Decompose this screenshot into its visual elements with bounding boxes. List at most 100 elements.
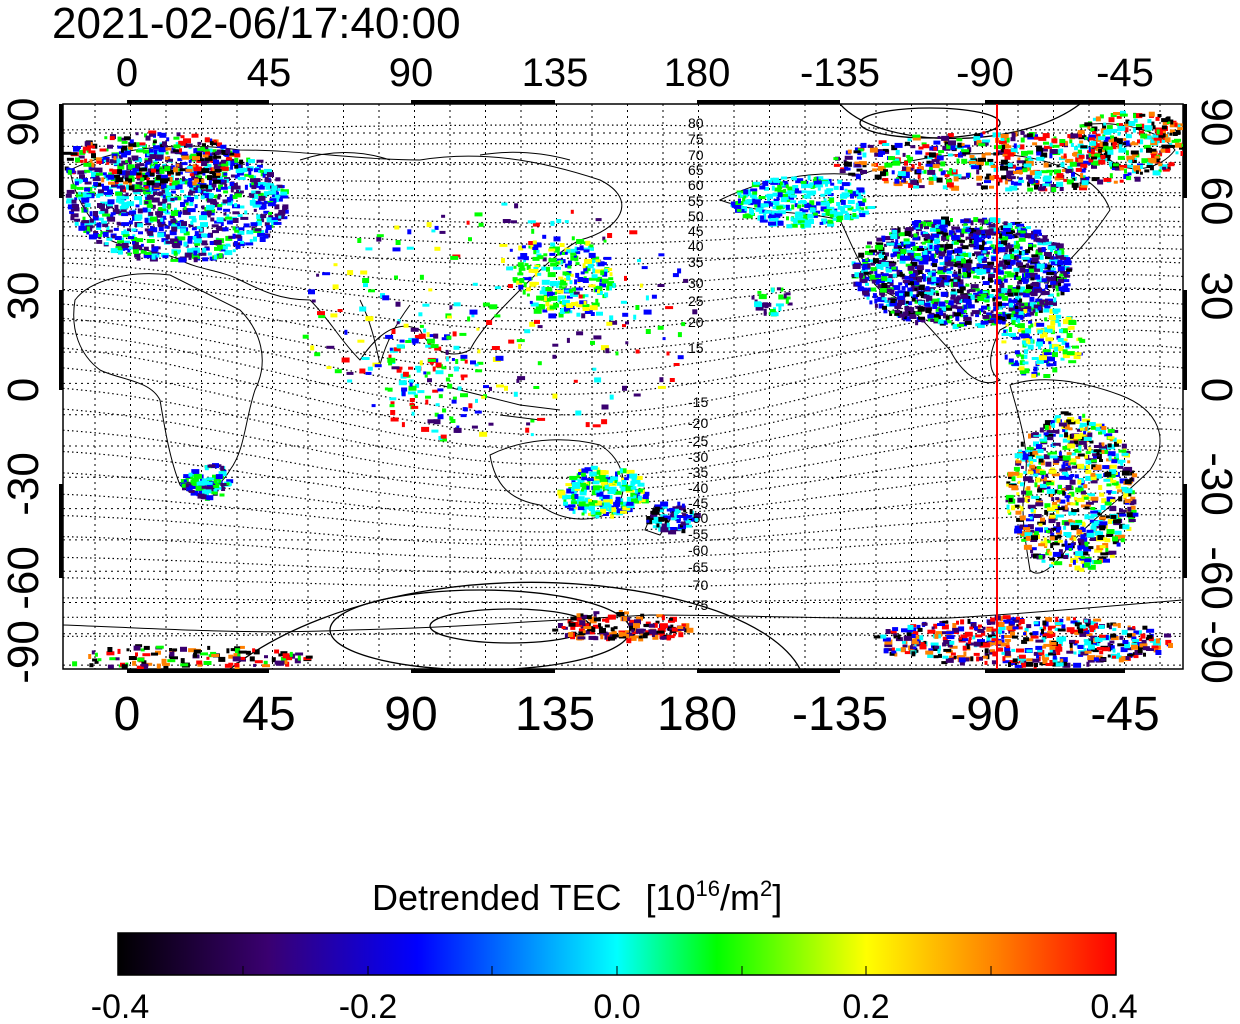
tec-point [592, 256, 600, 262]
tec-point [803, 214, 809, 220]
tec-point [138, 231, 143, 235]
tec-point [102, 156, 110, 160]
tec-point [996, 276, 1002, 280]
tec-point [221, 161, 229, 167]
tec-point [210, 217, 215, 222]
tec-point [677, 517, 681, 521]
tec-point [1035, 134, 1038, 138]
tec-point [1047, 293, 1054, 297]
tec-point [1069, 161, 1077, 167]
tec-point [240, 168, 248, 172]
tec-point [847, 189, 853, 194]
tec-point [1033, 288, 1042, 293]
tec-point [945, 631, 954, 635]
tec-point [1099, 650, 1104, 655]
tec-point [1027, 504, 1036, 509]
tec-point [777, 192, 783, 198]
tec-point [1033, 621, 1039, 625]
tec-point [974, 227, 981, 231]
tec-point [943, 648, 952, 652]
tec-point [1033, 136, 1039, 140]
tec-point [1036, 616, 1041, 620]
tec-point [180, 189, 185, 193]
tec-point [76, 186, 84, 190]
tec-point [193, 238, 202, 244]
tec-point [1092, 528, 1096, 532]
tec-point [1085, 451, 1091, 455]
tec-point [234, 174, 240, 179]
tec-point [569, 475, 578, 480]
tec-point [234, 193, 242, 198]
tec-point [894, 243, 901, 247]
tec-point [147, 230, 154, 236]
tec-point [976, 275, 980, 279]
tec-point [609, 499, 613, 504]
tec-point [223, 172, 228, 176]
tec-point [848, 172, 856, 176]
tec-point [184, 180, 188, 185]
tec-point [913, 253, 921, 258]
tec-point [1062, 285, 1069, 289]
tec-point [256, 214, 264, 220]
tec-point [956, 620, 959, 625]
tec-point [103, 191, 112, 195]
tec-point [141, 187, 149, 191]
tec-point [160, 217, 164, 222]
tec-point [190, 181, 197, 186]
tec-point [194, 178, 199, 183]
tec-point [79, 149, 86, 155]
tec-point [1022, 160, 1028, 166]
tec-point [1039, 254, 1044, 260]
tec-point [867, 263, 871, 269]
tec-point [876, 237, 885, 242]
tec-point [1024, 524, 1029, 529]
tec-point [528, 276, 532, 281]
tec-point [785, 184, 789, 189]
tec-point [189, 189, 196, 194]
tec-point [189, 200, 194, 204]
tec-point [183, 195, 191, 199]
tec-point [953, 271, 958, 275]
tec-point [597, 261, 605, 267]
tec-point [1112, 627, 1117, 631]
tec-point [1029, 272, 1038, 277]
tec-point [915, 150, 923, 155]
tec-point [215, 151, 221, 155]
tec-point [72, 146, 81, 149]
tec-point [1158, 169, 1162, 173]
tec-point [1051, 144, 1060, 148]
tec-point [114, 158, 121, 164]
tec-point [890, 299, 896, 303]
tec-point [1083, 562, 1090, 568]
tec-point [859, 213, 866, 218]
tec-point [1112, 505, 1116, 511]
tec-point [1106, 490, 1113, 494]
tec-point [1000, 134, 1009, 138]
tec-point [160, 252, 169, 257]
tec-point [567, 265, 572, 269]
tec-point [136, 172, 142, 176]
tec-point [1006, 170, 1015, 176]
tec-point [171, 226, 178, 232]
tec-point [1089, 519, 1094, 523]
tec-point [1038, 478, 1046, 482]
tec-point [1115, 453, 1119, 459]
tec-point [117, 240, 124, 244]
tec-point [1061, 488, 1067, 491]
tec-point [866, 296, 870, 300]
tec-point [200, 484, 207, 489]
tec-point [1047, 241, 1053, 245]
tec-point [1090, 424, 1096, 430]
tec-point [244, 210, 248, 215]
tec-point [263, 182, 271, 187]
tec-point [1068, 511, 1077, 516]
tec-point [1070, 474, 1075, 477]
tec-point [878, 303, 884, 309]
tec-point [244, 173, 250, 177]
tec-point [1031, 495, 1040, 499]
tec-point [1102, 157, 1110, 162]
tec-point [226, 479, 234, 484]
tec-point [1045, 256, 1052, 260]
tec-point [1065, 169, 1073, 173]
tec-point [1025, 535, 1031, 541]
